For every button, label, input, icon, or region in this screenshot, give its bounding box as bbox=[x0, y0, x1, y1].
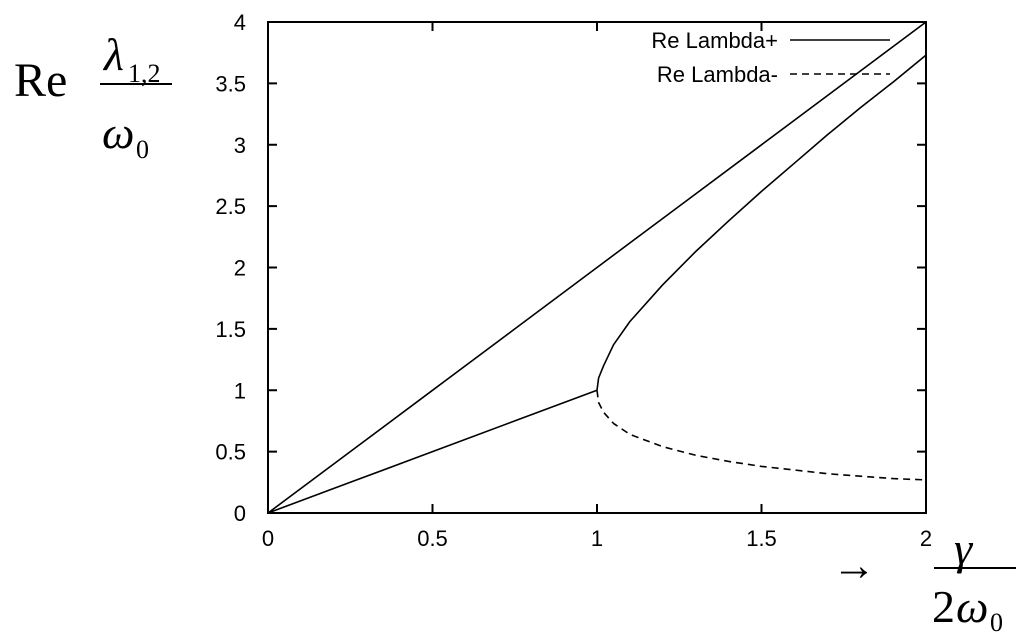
x-label-denominator-sub: 0 bbox=[990, 608, 1003, 633]
y-tick-label: 0 bbox=[234, 501, 246, 526]
x-axis-label: → γ 2 ω 0 bbox=[832, 523, 1016, 633]
series-line-lambda-plus bbox=[596, 54, 927, 391]
y-label-denominator-sub: 0 bbox=[136, 135, 149, 164]
y-tick-label: 2 bbox=[234, 256, 246, 281]
x-tick-label: 1 bbox=[591, 526, 603, 551]
y-axis-label: Re λ 1,2 ω 0 bbox=[14, 29, 172, 164]
series-line-lambda-plus bbox=[267, 389, 598, 514]
y-tick-label: 2.5 bbox=[215, 194, 246, 219]
y-tick-label: 0.5 bbox=[215, 440, 246, 465]
y-tick-label: 4 bbox=[234, 10, 246, 35]
x-tick-label: 0 bbox=[262, 526, 274, 551]
x-label-denominator: ω bbox=[956, 581, 988, 632]
tick-marks bbox=[267, 21, 927, 514]
y-label-prefix: Re bbox=[14, 54, 67, 107]
y-tick-label: 1 bbox=[234, 378, 246, 403]
x-label-denominator-prefix: 2 bbox=[932, 581, 955, 632]
series-line-lambda-plus bbox=[267, 21, 927, 514]
y-label-denominator: ω bbox=[102, 107, 134, 158]
legend-label: Re Lambda- bbox=[657, 62, 778, 87]
y-label-numerator: λ bbox=[102, 29, 124, 80]
legend-label: Re Lambda+ bbox=[651, 28, 778, 53]
y-tick-label: 3 bbox=[234, 133, 246, 158]
y-tick-label: 3.5 bbox=[215, 71, 246, 96]
x-label-numerator: γ bbox=[954, 523, 974, 574]
y-tick-label: 1.5 bbox=[215, 317, 246, 342]
x-label-arrow: → bbox=[832, 541, 876, 590]
x-tick-label: 0.5 bbox=[417, 526, 448, 551]
legend: Re Lambda+ Re Lambda- bbox=[651, 28, 890, 87]
tick-labels: 0 0.5 1 1.5 2 0 0.5 1 1.5 2 2.5 3 3.5 4 bbox=[215, 10, 932, 551]
x-tick-label: 1.5 bbox=[746, 526, 777, 551]
series-lines bbox=[267, 21, 927, 514]
series-line-lambda-minus bbox=[596, 390, 927, 481]
x-tick-label: 2 bbox=[920, 526, 932, 551]
